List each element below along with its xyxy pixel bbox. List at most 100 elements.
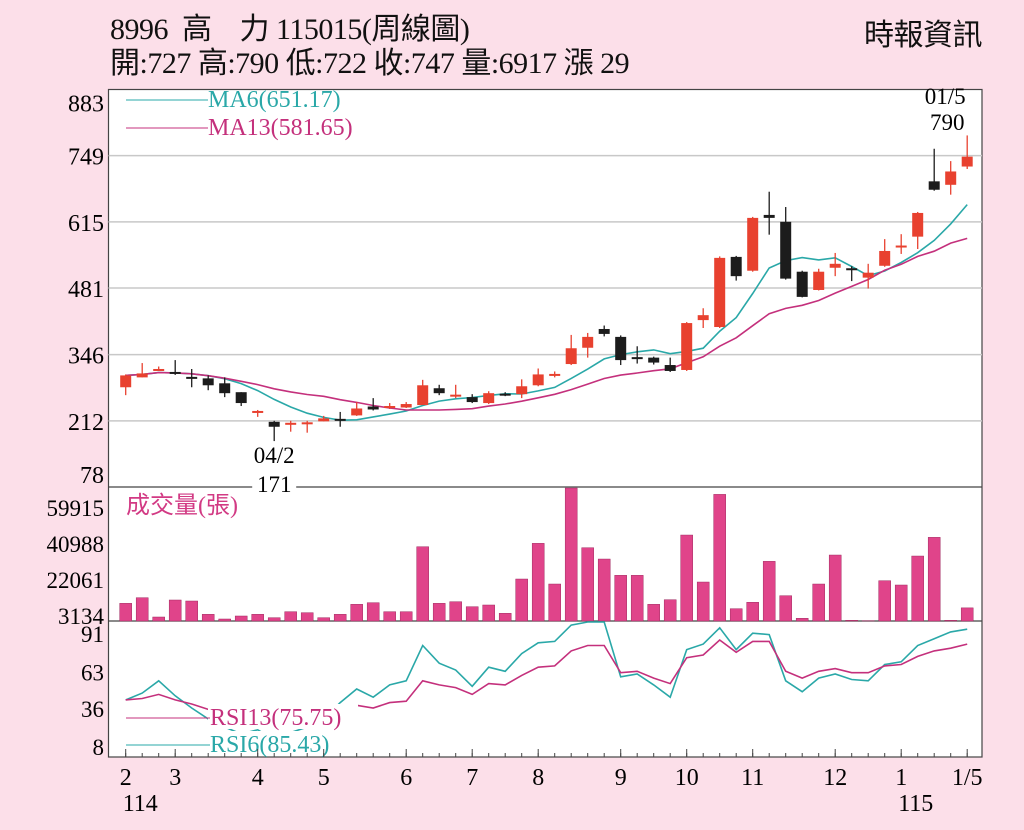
volume-bar: [350, 604, 363, 622]
month-label: 6: [400, 765, 412, 791]
month-label: 4: [252, 765, 264, 791]
volume-bar: [564, 487, 578, 622]
volume-bar: [828, 554, 842, 622]
volume-bar: [696, 581, 710, 622]
candle-up: [450, 394, 462, 397]
candle-up: [136, 373, 148, 378]
candle-down: [219, 383, 231, 394]
candle-down: [499, 393, 511, 396]
candle-down: [367, 406, 379, 410]
candle-up: [714, 257, 726, 328]
high-annotation-date: 01/5: [925, 84, 966, 109]
volume-bar: [383, 611, 396, 622]
candle-down: [846, 268, 858, 271]
volume-bar: [779, 595, 792, 622]
volume-bar: [333, 614, 347, 622]
candle-up: [301, 422, 313, 425]
month-label: 2: [120, 765, 132, 791]
volume-bar: [185, 600, 198, 622]
legend-ma13: MA13(581.65): [208, 115, 353, 141]
candle-up: [895, 245, 907, 248]
volume-bar: [597, 558, 611, 622]
volume-bar: [267, 617, 281, 622]
candle-up: [153, 368, 165, 371]
candle-down: [730, 256, 742, 277]
candle-up: [483, 393, 495, 404]
candle-up: [417, 385, 429, 406]
price-tick-label: 481: [68, 277, 104, 303]
candle-up: [252, 410, 264, 413]
month-label: 8: [532, 765, 544, 791]
candle-up: [532, 374, 544, 386]
volume-bar: [119, 603, 132, 622]
candle-down: [433, 388, 445, 394]
volume-tick-label: 59915: [47, 496, 105, 521]
low-annotation-date: 04/2: [254, 443, 295, 468]
volume-bar: [911, 555, 924, 622]
month-label: 12: [823, 765, 847, 791]
volume-bar: [927, 537, 941, 622]
legend-ma6: MA6(651.17): [208, 87, 341, 113]
volume-tick-label: 40988: [47, 532, 105, 557]
volume-tick-label: 22061: [47, 568, 105, 593]
month-label: 10: [675, 765, 699, 791]
volume-bar: [251, 614, 264, 622]
candle-down: [664, 365, 676, 371]
candle-down: [631, 357, 643, 360]
candle-down: [796, 271, 808, 297]
candle-up: [747, 217, 759, 271]
year-label: 114: [123, 791, 158, 817]
volume-bar: [845, 620, 858, 622]
volume-bar: [317, 617, 330, 622]
candle-up: [582, 336, 594, 348]
candle-up: [565, 348, 577, 365]
candle-up: [862, 272, 874, 278]
volume-bar: [432, 603, 446, 622]
candle-up: [813, 271, 825, 290]
candle-up: [681, 323, 693, 370]
volume-bar: [399, 611, 413, 622]
month-label: 11: [741, 765, 764, 791]
rsi-tick-label: 36: [81, 697, 104, 722]
candle-up: [351, 408, 363, 416]
candle-down: [598, 328, 610, 334]
candle-down: [648, 357, 660, 363]
candle-down: [268, 421, 280, 427]
volume-bar: [498, 613, 512, 622]
year-label: 115: [898, 791, 933, 817]
high-annotation-value: 790: [930, 110, 965, 135]
volume-bar: [465, 606, 479, 622]
candle-up: [829, 263, 841, 268]
volume-bar: [548, 583, 561, 622]
price-tick-label: 346: [68, 344, 104, 370]
month-label: 9: [615, 765, 627, 791]
volume-bar: [416, 546, 429, 622]
candle-up: [285, 422, 297, 425]
rsi-tick-label: 63: [81, 660, 104, 685]
annotation-backdrop: [252, 474, 297, 490]
legend-rsi6: RSI6(85.43): [210, 732, 329, 758]
volume-bar: [630, 575, 644, 622]
candle-up: [120, 375, 132, 388]
chart-title: 8996 高 力 115015(周線圖): [110, 13, 470, 46]
candle-down: [615, 336, 627, 361]
candle-up: [945, 171, 957, 185]
volume-bar: [812, 583, 825, 622]
candle-up: [697, 315, 709, 321]
price-tick-label: 212: [68, 410, 104, 436]
candle-down: [334, 418, 346, 421]
ma6-line: [125, 204, 968, 422]
volume-bar: [680, 534, 693, 622]
candle-up: [384, 406, 396, 409]
volume-bar: [168, 599, 182, 622]
legend-backdrop: [208, 704, 358, 729]
candle-down: [169, 371, 181, 374]
volume-bar: [234, 615, 248, 622]
volume-bar: [515, 578, 528, 622]
legend-rsi13: RSI13(75.75): [210, 705, 341, 731]
rsi-tick-label: 8: [93, 735, 105, 760]
volume-bar: [581, 547, 594, 622]
volume-bar: [746, 602, 759, 622]
candle-up: [318, 418, 330, 422]
